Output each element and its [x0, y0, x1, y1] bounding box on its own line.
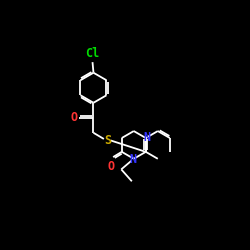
Text: S: S [104, 134, 111, 147]
Text: N: N [143, 130, 150, 143]
Text: O: O [70, 111, 78, 124]
Text: O: O [108, 160, 115, 172]
Text: N: N [129, 153, 136, 166]
Text: Cl: Cl [86, 47, 100, 60]
